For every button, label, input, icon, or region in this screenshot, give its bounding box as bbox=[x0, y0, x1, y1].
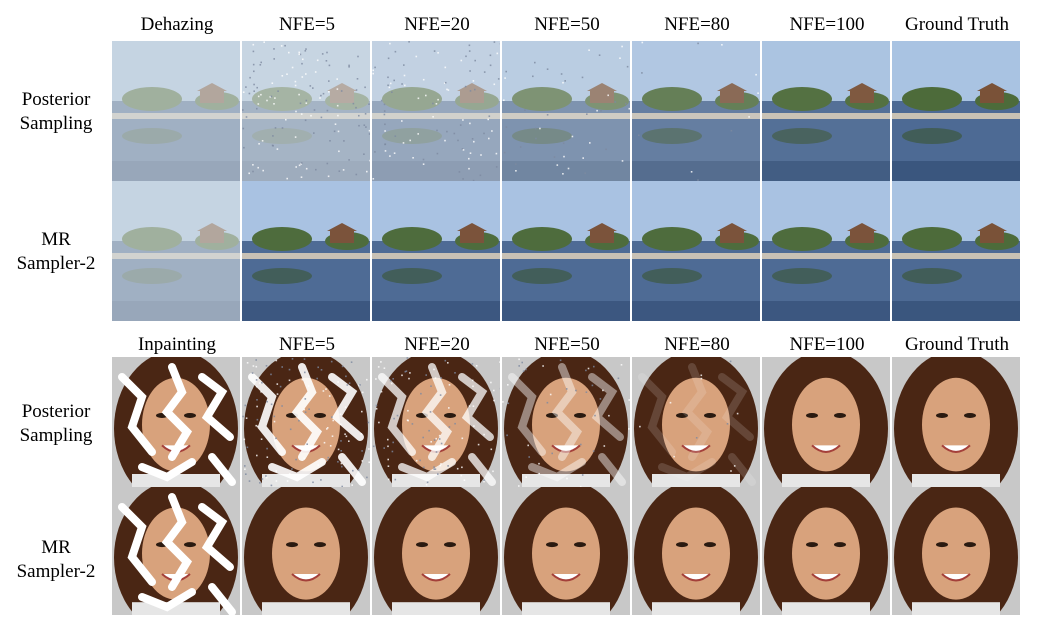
column-header: Inpainting bbox=[137, 334, 217, 355]
inpainting-image-tile bbox=[242, 487, 370, 615]
row-label: Posterior Sampling bbox=[0, 88, 112, 136]
image-tile-graphic bbox=[502, 487, 630, 615]
image-tile-graphic bbox=[112, 181, 240, 321]
column-header: NFE=80 bbox=[664, 14, 730, 35]
image-tile-graphic bbox=[372, 487, 500, 615]
image-tile-graphic bbox=[242, 41, 370, 181]
image-tile-graphic bbox=[242, 357, 370, 487]
image-tile-graphic bbox=[242, 181, 370, 321]
row-label-line: MR bbox=[41, 537, 71, 558]
row-label-line: Posterior bbox=[21, 401, 91, 422]
inpainting-image-tile bbox=[892, 487, 1020, 615]
dehazing-image-tile bbox=[372, 41, 500, 181]
image-tile-graphic bbox=[762, 41, 890, 181]
image-tile-graphic bbox=[502, 181, 630, 321]
dehazing-image-tile bbox=[762, 181, 890, 321]
image-tile-graphic bbox=[632, 181, 760, 321]
column-header: NFE=100 bbox=[789, 334, 865, 355]
image-tile-graphic bbox=[892, 41, 1020, 181]
image-tile-graphic bbox=[632, 487, 760, 615]
image-tile-graphic bbox=[372, 181, 500, 321]
inpainting-image-tile bbox=[372, 357, 500, 487]
dehazing-image-tile bbox=[892, 181, 1020, 321]
column-header: NFE=20 bbox=[404, 14, 470, 35]
dehazing-image-tile bbox=[112, 181, 240, 321]
image-tile-graphic bbox=[892, 181, 1020, 321]
row-label-line: Sampler-2 bbox=[16, 561, 96, 582]
inpainting-image-tile bbox=[242, 357, 370, 487]
dehazing-image-tile bbox=[762, 41, 890, 181]
inpainting-image-tile bbox=[502, 487, 630, 615]
dehazing-image-tile bbox=[242, 181, 370, 321]
dehazing-image-tile bbox=[632, 181, 760, 321]
row-label-line: Posterior bbox=[21, 89, 91, 110]
column-header: NFE=50 bbox=[534, 14, 600, 35]
image-tile-graphic bbox=[762, 357, 890, 487]
row-label-line: Sampling bbox=[19, 425, 93, 446]
inpainting-image-tile bbox=[372, 487, 500, 615]
inpainting-image-tile bbox=[112, 487, 240, 615]
image-tile-graphic bbox=[112, 41, 240, 181]
row-label-line: Sampler-2 bbox=[16, 253, 96, 274]
image-tile-graphic bbox=[632, 357, 760, 487]
image-tile-graphic bbox=[242, 487, 370, 615]
image-tile-graphic bbox=[372, 41, 500, 181]
image-tile-graphic bbox=[502, 357, 630, 487]
image-tile-graphic bbox=[762, 487, 890, 615]
column-header: NFE=50 bbox=[534, 334, 600, 355]
inpainting-image-tile bbox=[112, 357, 240, 487]
inpainting-image-tile bbox=[632, 487, 760, 615]
row-label: MR Sampler-2 bbox=[0, 228, 112, 276]
inpainting-image-tile bbox=[892, 357, 1020, 487]
column-header: Ground Truth bbox=[905, 14, 1009, 35]
dehazing-image-tile bbox=[892, 41, 1020, 181]
column-header: NFE=5 bbox=[278, 334, 336, 355]
dehazing-image-tile bbox=[372, 181, 500, 321]
column-header: NFE=100 bbox=[789, 14, 865, 35]
row-label-line: Sampling bbox=[19, 113, 93, 134]
image-tile-graphic bbox=[112, 487, 240, 615]
dehazing-image-tile bbox=[112, 41, 240, 181]
image-tile-graphic bbox=[762, 181, 890, 321]
image-tile-graphic bbox=[112, 357, 240, 487]
column-header: NFE=5 bbox=[278, 14, 336, 35]
inpainting-image-tile bbox=[762, 487, 890, 615]
column-header: NFE=80 bbox=[664, 334, 730, 355]
inpainting-image-tile bbox=[502, 357, 630, 487]
dehazing-image-tile bbox=[502, 181, 630, 321]
image-tile-graphic bbox=[632, 41, 760, 181]
image-tile-graphic bbox=[892, 357, 1020, 487]
image-tile-graphic bbox=[892, 487, 1020, 615]
inpainting-image-tile bbox=[762, 357, 890, 487]
image-tile-graphic bbox=[502, 41, 630, 181]
dehazing-image-tile bbox=[242, 41, 370, 181]
image-tile-graphic bbox=[372, 357, 500, 487]
column-header: Ground Truth bbox=[905, 334, 1009, 355]
row-label-line: MR bbox=[41, 229, 71, 250]
row-label: Posterior Sampling bbox=[0, 400, 112, 448]
column-header: NFE=20 bbox=[404, 334, 470, 355]
column-header: Dehazing bbox=[140, 14, 214, 35]
dehazing-image-tile bbox=[502, 41, 630, 181]
row-label: MR Sampler-2 bbox=[0, 536, 112, 584]
dehazing-image-tile bbox=[632, 41, 760, 181]
inpainting-image-tile bbox=[632, 357, 760, 487]
